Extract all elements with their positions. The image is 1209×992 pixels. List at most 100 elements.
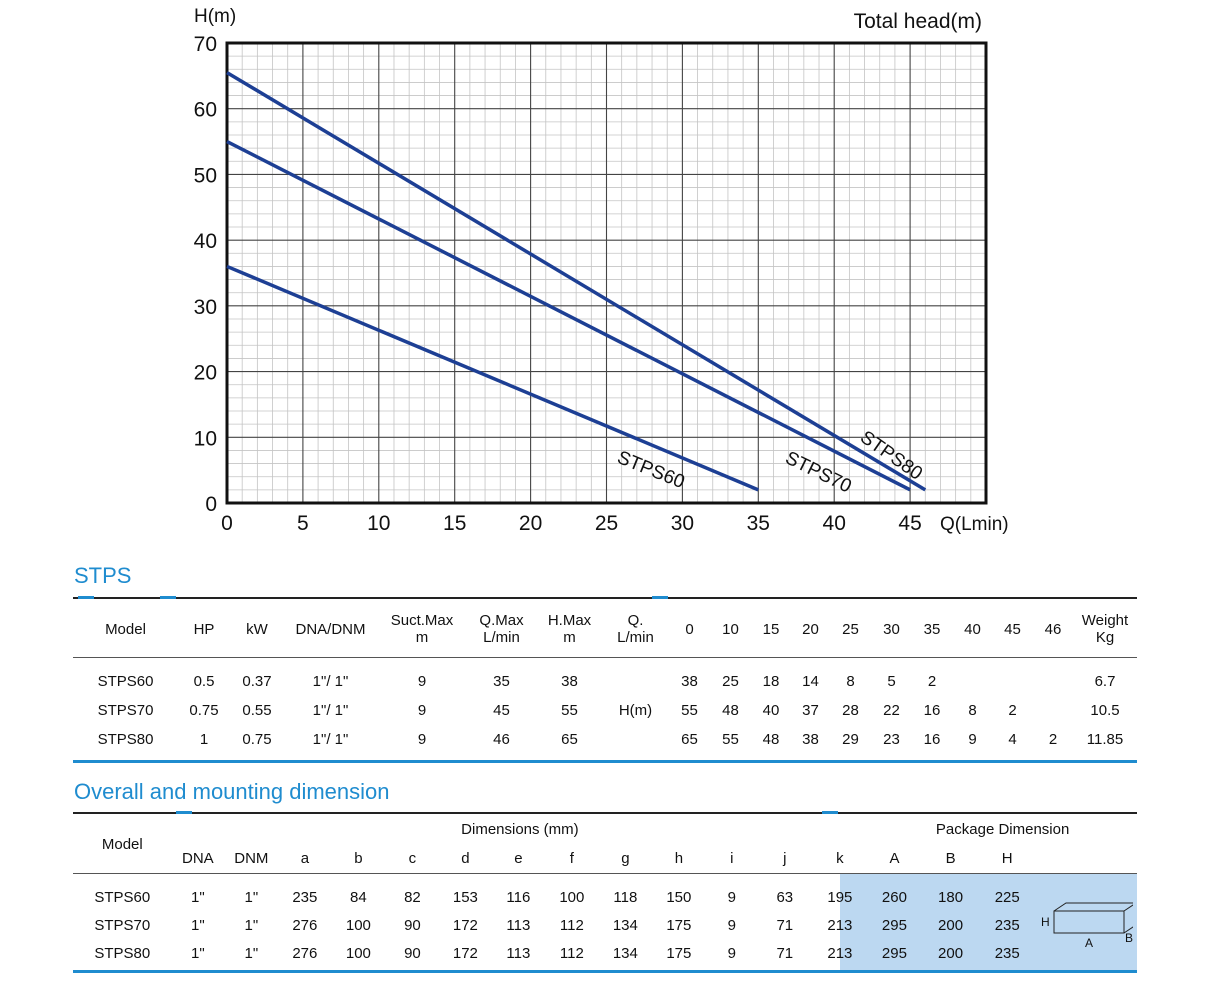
dimension-col-header: e xyxy=(514,850,523,867)
x-tick-label: 40 xyxy=(823,512,846,535)
dimension-col-header: DNM xyxy=(234,850,269,867)
stps-cell-weight: 6.7 xyxy=(1094,673,1116,690)
stps-cell-head: 28 xyxy=(842,702,859,719)
chart-y-tick-labels: 0 10 20 30 40 50 60 70 xyxy=(194,33,217,516)
stps-table-top-rule xyxy=(73,597,1137,599)
stps-header-cell: Q. L/min xyxy=(603,601,668,657)
dimension-cell: 9 xyxy=(727,916,736,934)
stps-cell-head: 22 xyxy=(883,702,900,719)
y-tick-label: 30 xyxy=(194,296,217,319)
stps-header-label: 15 xyxy=(762,620,780,638)
dimension-col-header: f xyxy=(569,850,574,867)
dimension-cell: 150 xyxy=(666,888,692,906)
stps-cell-weight: 10.5 xyxy=(1090,702,1120,719)
stps-cell-h-max: 65 xyxy=(561,731,578,748)
stps-cell-head: 16 xyxy=(923,702,941,719)
stps-cell-dna-dnm: 1"/ 1" xyxy=(312,702,349,719)
dimension-row: STPS70 1" 1" 276 100 90 172 113 112 134 … xyxy=(73,911,1137,939)
package-cell: 235 xyxy=(994,944,1020,962)
dimension-col-header: d xyxy=(461,850,470,867)
stps-cell-head: 2 xyxy=(1048,731,1058,748)
stps-cell-dna-dnm: 1"/ 1" xyxy=(312,731,349,748)
dimension-cell: 9 xyxy=(727,944,736,962)
x-tick-label: 30 xyxy=(671,512,694,535)
stps-header-label: 40 xyxy=(964,620,981,638)
stps-cell-head: 23 xyxy=(883,731,900,748)
stps-cell-head: 37 xyxy=(802,702,819,719)
dimension-col-header: b xyxy=(354,850,363,867)
stps-cell-model: STPS60 xyxy=(97,673,154,690)
stps-header-unit: m xyxy=(563,629,576,646)
dimension-cell: 1" xyxy=(244,888,259,906)
dimension-header-rule xyxy=(73,873,1137,874)
stps-cell-kw: 0.37 xyxy=(242,673,272,690)
dimension-table-top-rule xyxy=(73,812,1137,814)
stps-cell-head: 55 xyxy=(681,702,698,719)
chart-x-tick-labels: 0 5 10 15 20 25 30 35 40 45 xyxy=(221,512,922,535)
stps-header-label: 30 xyxy=(883,620,900,638)
stps-header-label: Q. xyxy=(627,612,644,629)
stps-cell-dna-dnm: 1"/ 1" xyxy=(312,673,349,690)
stps-header-cell: 15 xyxy=(750,601,792,657)
package-label-a: A xyxy=(1085,936,1093,950)
stps-cell-hp: 0.75 xyxy=(189,702,219,719)
dimension-cell: 82 xyxy=(404,888,421,906)
stps-header-label: 35 xyxy=(923,620,941,638)
stps-header-cell: 20 xyxy=(792,601,829,657)
stps-row: STPS80 1 0.75 1"/ 1" 9 46 65 65 55 48 38… xyxy=(73,725,1137,754)
dimension-column-header-row: DNA DNM a b c d e f g h i j k A B H xyxy=(73,844,1137,873)
package-cell: 295 xyxy=(881,944,907,962)
dimension-cell: 153 xyxy=(452,888,478,906)
stps-header-row: Model HP kW DNA/DNM Suct.Max m Q.Max L/min… xyxy=(73,601,1137,657)
y-tick-label: 60 xyxy=(194,99,217,122)
dimension-cell: 172 xyxy=(452,944,478,962)
stps-row: STPS70 0.75 0.55 1"/ 1" 9 45 55 55 48 40… xyxy=(73,696,1137,725)
package-col-header: H xyxy=(1001,850,1013,867)
dimension-cell: 175 xyxy=(666,916,692,934)
y-tick-label: 0 xyxy=(205,493,217,516)
dimension-cell: 100 xyxy=(559,888,585,906)
dimension-cell: 1" xyxy=(244,944,259,962)
stps-header-cell: Q.Max L/min xyxy=(467,601,536,657)
package-box-cell: H A B xyxy=(1034,883,1139,967)
stps-cell-weight: 11.85 xyxy=(1086,731,1124,748)
stps-spacer xyxy=(73,657,1137,667)
dimension-cell: 100 xyxy=(345,916,371,934)
stps-cell-head xyxy=(992,667,1033,696)
x-tick-label: 0 xyxy=(221,512,233,535)
dimension-cell: 90 xyxy=(404,944,421,962)
y-tick-label: 20 xyxy=(194,362,217,385)
stps-header-cell: DNA/DNM xyxy=(284,601,377,657)
stps-cell-head: 5 xyxy=(887,673,896,690)
stps-cell-head: 8 xyxy=(968,702,977,719)
stps-header-cell: kW xyxy=(230,601,284,657)
stps-cell-q-max: 45 xyxy=(493,702,510,719)
stps-cell-suct-max: 9 xyxy=(417,731,427,748)
dimension-cell: 235 xyxy=(292,888,318,906)
x-tick-label: 35 xyxy=(747,512,770,535)
dimension-cell: 276 xyxy=(292,916,318,934)
y-tick-label: 50 xyxy=(194,164,217,187)
stps-cell-head: 16 xyxy=(923,731,941,748)
dimension-cell: 71 xyxy=(776,916,794,934)
stps-header-label: HP xyxy=(193,620,215,638)
stps-section-title: STPS xyxy=(74,563,132,588)
stps-header-label: Suct.Max xyxy=(390,612,454,629)
package-cell: 235 xyxy=(994,916,1020,934)
stps-cell-head: 29 xyxy=(842,731,859,748)
stps-cell-head: 48 xyxy=(722,702,739,719)
dimension-cell: 1" xyxy=(191,888,205,906)
package-cell: 295 xyxy=(881,916,907,934)
stps-header-cell: 45 xyxy=(992,601,1033,657)
stps-cell-q-max: 46 xyxy=(493,731,510,748)
stps-accent-mark xyxy=(78,596,94,599)
dimension-cell-model: STPS70 xyxy=(94,916,151,934)
stps-cell-hp: 0.5 xyxy=(193,673,215,690)
dimension-col-header: g xyxy=(621,850,630,867)
stps-cell-h-max: 38 xyxy=(561,673,578,690)
dimension-accent-mark xyxy=(822,811,838,814)
stps-header-cell: 35 xyxy=(911,601,953,657)
dimension-cell: 112 xyxy=(559,916,584,934)
stps-header-cell: 30 xyxy=(872,601,911,657)
stps-header-label: 25 xyxy=(842,620,859,638)
